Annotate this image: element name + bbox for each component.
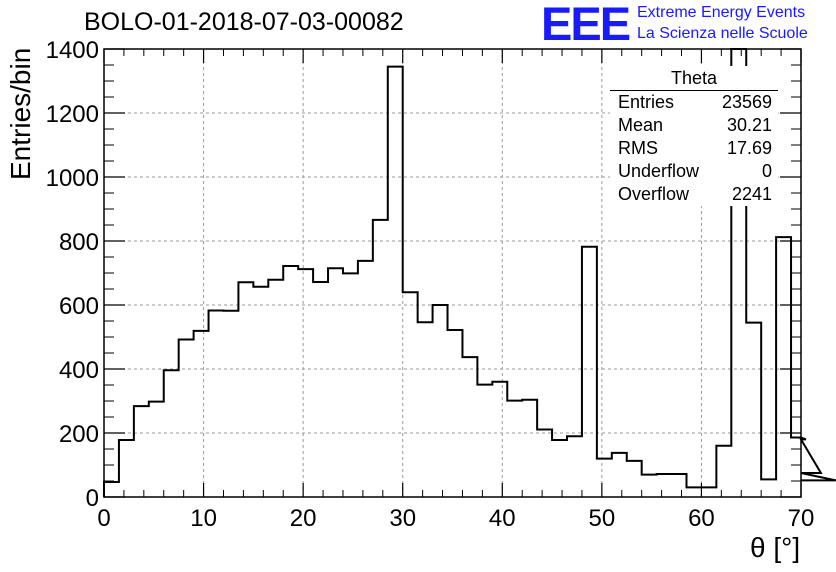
stats-label: Overflow <box>618 184 690 204</box>
logo-caption-line1: Extreme Energy Events <box>637 4 806 21</box>
stats-row: RMS 17.69 <box>610 137 778 160</box>
stats-value: 2241 <box>731 184 772 204</box>
y-tick-label: 400 <box>59 357 99 384</box>
logo-caption: Extreme Energy Events La Scienza nelle S… <box>637 2 808 44</box>
x-tick-label: 70 <box>788 505 815 532</box>
y-tick-label: 1000 <box>46 165 99 192</box>
x-tick-label: 40 <box>489 505 516 532</box>
stats-row: Mean 30.21 <box>610 114 778 137</box>
plot-title: BOLO-01-2018-07-03-00082 <box>84 8 404 36</box>
plot-frame <box>103 48 802 498</box>
x-tick-label: 50 <box>589 505 616 532</box>
x-axis-label: θ [°] <box>750 532 801 563</box>
y-tick-label: 600 <box>59 293 99 320</box>
logo-caption-line2: La Scienza nelle Scuole <box>637 25 808 42</box>
stats-name: Theta <box>610 66 778 91</box>
stats-label: Entries <box>618 92 675 112</box>
eee-logo: EEE <box>541 0 631 50</box>
y-tick-label: 0 <box>86 485 99 512</box>
x-tick-label: 20 <box>290 505 317 532</box>
stats-value: 23569 <box>721 92 772 112</box>
tick-labels: 0 10 20 30 40 50 60 70 0 200 400 600 800 1000 1200 1400 <box>46 37 815 532</box>
y-tick-label: 200 <box>59 421 99 448</box>
stats-value: 0 <box>761 161 772 181</box>
x-tick-label: 0 <box>97 505 110 532</box>
y-tick-label: 800 <box>59 229 99 256</box>
stats-label: Underflow <box>618 161 700 181</box>
stats-label: RMS <box>618 138 658 158</box>
x-tick-label: 30 <box>389 505 416 532</box>
x-tick-label: 10 <box>190 505 217 532</box>
stats-row: Entries 23569 <box>610 91 778 114</box>
y-axis-label: Entries/bin <box>5 47 36 180</box>
stats-label: Mean <box>618 115 664 135</box>
x-tick-label: 60 <box>688 505 715 532</box>
histogram-line <box>103 48 836 497</box>
stats-row: Overflow 2241 <box>610 183 778 206</box>
stats-row: Underflow 0 <box>610 160 778 183</box>
stats-value: 30.21 <box>726 115 772 135</box>
y-tick-label: 1400 <box>46 37 99 64</box>
stats-value: 17.69 <box>726 138 772 158</box>
y-tick-label: 1200 <box>46 101 99 128</box>
stats-box: Theta Entries 23569 Mean 30.21 RMS 17.69 Un… <box>610 66 778 206</box>
